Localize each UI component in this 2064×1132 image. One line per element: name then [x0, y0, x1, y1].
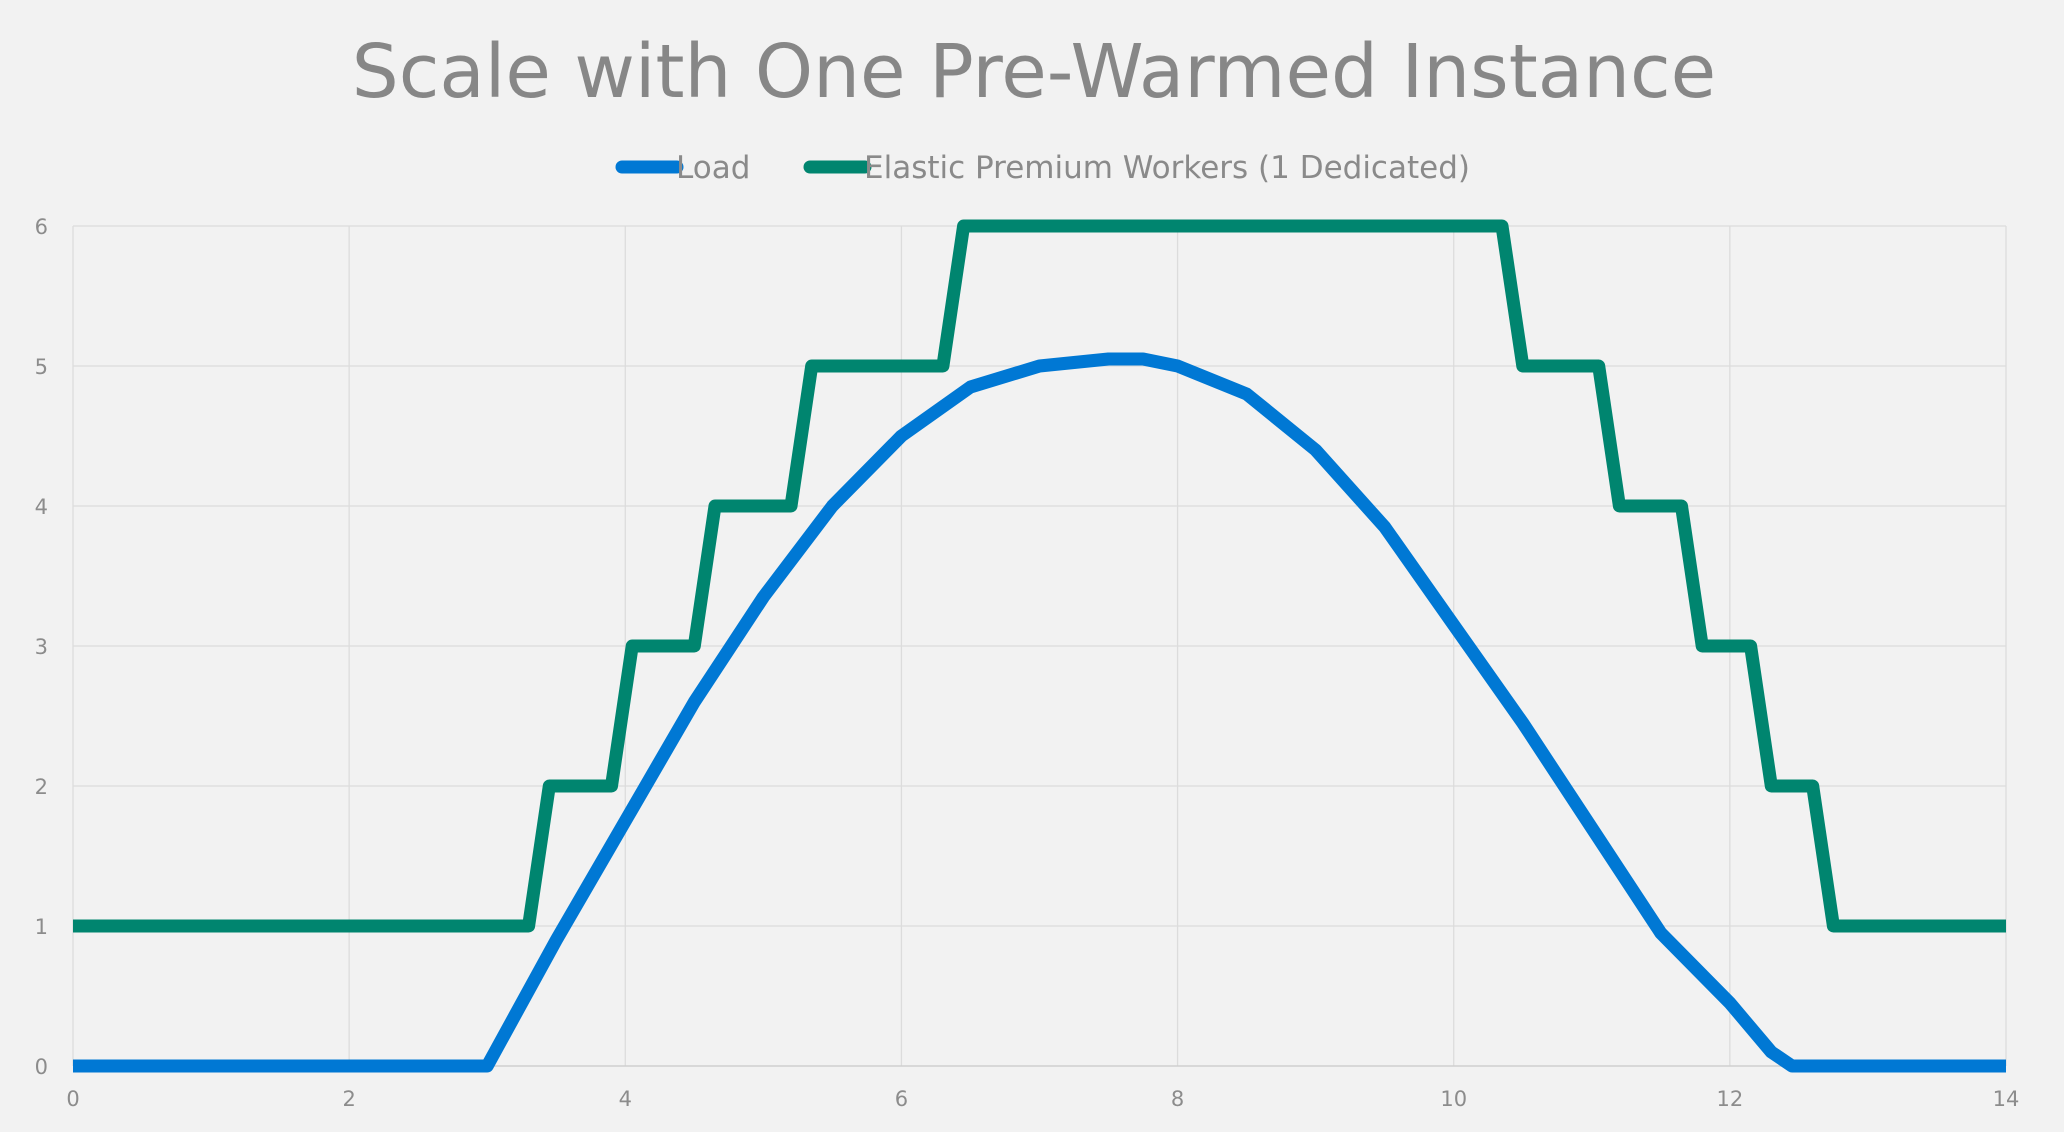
x-tick-label: 14 [1993, 1087, 2020, 1111]
series-line-elastic-premium-workers [73, 219, 2006, 933]
y-tick-label: 3 [35, 635, 48, 659]
x-tick-label: 4 [619, 1087, 632, 1111]
x-tick-label: 0 [66, 1087, 79, 1111]
legend: Load Elastic Premium Workers (1 Dedicated… [615, 150, 1470, 186]
x-tick-label: 8 [1171, 1087, 1184, 1111]
y-tick-label: 1 [35, 915, 48, 939]
series-lines [73, 219, 2006, 1073]
y-tick-label: 0 [35, 1055, 48, 1079]
y-tick-label: 5 [35, 355, 48, 379]
x-tick-label: 10 [1440, 1087, 1467, 1111]
x-tick-label: 2 [342, 1087, 355, 1111]
legend-label-elastic-premium-workers: Elastic Premium Workers (1 Dedicated) [864, 150, 1470, 186]
legend-label-load: Load [676, 150, 750, 186]
y-tick-label: 6 [35, 215, 48, 239]
series-line-load [73, 352, 2006, 1073]
y-tick-label: 4 [35, 495, 48, 519]
x-tick-label: 12 [1716, 1087, 1743, 1111]
chart-title: Scale with One Pre-Warmed Instance [352, 29, 1716, 115]
y-tick-label: 2 [35, 775, 48, 799]
x-tick-label: 6 [895, 1087, 908, 1111]
